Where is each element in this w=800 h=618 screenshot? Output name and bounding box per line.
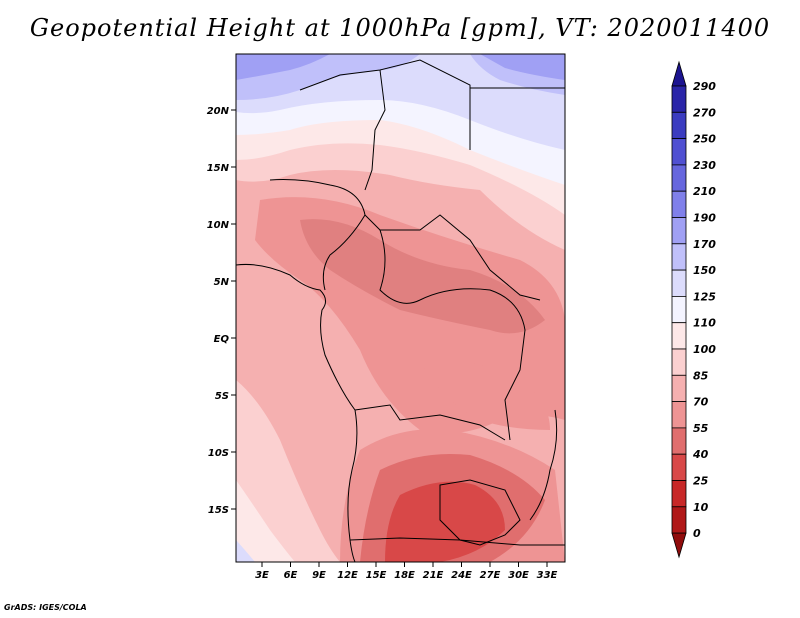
colorbar-segment [671, 348, 687, 376]
lat-axis: 20N 15N 10N 5N EQ 5S 10S 15S [207, 106, 236, 516]
lat-label: 5S [215, 391, 229, 402]
lat-label: EQ [214, 334, 230, 345]
colorbar: 2902702502302101901701501251101008570554… [671, 60, 716, 559]
lat-label: 10N [207, 220, 230, 231]
lon-label: 15E [366, 570, 387, 581]
colorbar-label: 70 [693, 396, 709, 409]
colorbar-segment [671, 295, 687, 324]
colorbar-segment [671, 322, 687, 350]
colorbar-segment [671, 506, 687, 534]
colorbar-label: 10 [693, 501, 709, 514]
coastlines-borders [236, 59, 565, 562]
lon-label: 18E [394, 570, 415, 581]
colorbar-segment [671, 243, 687, 271]
colorbar-label: 230 [693, 159, 716, 172]
lon-label: 12E [337, 570, 358, 581]
lon-label: 27E [480, 570, 501, 581]
lat-label: 15N [207, 163, 230, 174]
colorbar-segment [671, 374, 687, 402]
colorbar-segment [671, 164, 687, 192]
lon-label: 6E [284, 570, 298, 581]
colorbar-label: 250 [693, 133, 716, 146]
colorbar-label: 100 [693, 343, 716, 356]
colorbar-label: 110 [693, 317, 716, 330]
colorbar-label: 125 [693, 290, 716, 303]
colorbar-label: 25 [693, 475, 709, 488]
grads-credit: GrADS: IGES/COLA [4, 603, 87, 612]
colorbar-label: 40 [692, 448, 709, 461]
lon-label: 30E [508, 570, 529, 581]
contour-fill [236, 54, 565, 562]
lon-label: 33E [537, 570, 558, 581]
colorbar-segment [671, 85, 687, 113]
colorbar-label: 210 [693, 185, 716, 198]
colorbar-label: 190 [693, 212, 716, 225]
lat-label: 10S [208, 448, 229, 459]
colorbar-segment [671, 217, 687, 245]
colorbar-segment [671, 532, 687, 559]
colorbar-segment [671, 401, 687, 429]
lon-label: 9E [312, 570, 326, 581]
colorbar-segment [671, 111, 687, 140]
lat-label: 5N [214, 277, 230, 288]
lat-label: 15S [208, 505, 229, 516]
colorbar-label: 150 [693, 264, 716, 277]
colorbar-segment [671, 427, 687, 455]
colorbar-label: 290 [693, 80, 716, 93]
colorbar-label: 0 [693, 527, 701, 540]
lon-label: 24E [451, 570, 472, 581]
colorbar-segment [671, 453, 687, 481]
colorbar-label: 270 [693, 106, 716, 119]
lon-axis: 3E 6E 9E 12E 15E 18E 21E 24E 27E 30E 33E [255, 562, 558, 581]
lat-label: 20N [207, 106, 230, 117]
colorbar-segment [671, 269, 687, 297]
lon-label: 21E [423, 570, 444, 581]
map-frame [235, 53, 566, 563]
colorbar-segment [671, 138, 687, 166]
colorbar-segment [671, 60, 687, 87]
colorbar-segment [671, 190, 687, 218]
colorbar-label: 55 [693, 422, 709, 435]
colorbar-label: 85 [693, 369, 709, 382]
colorbar-segment [671, 480, 687, 508]
chart-title: Geopotential Height at 1000hPa [gpm], VT… [29, 14, 771, 42]
lon-label: 3E [255, 570, 269, 581]
colorbar-label: 170 [693, 238, 716, 251]
